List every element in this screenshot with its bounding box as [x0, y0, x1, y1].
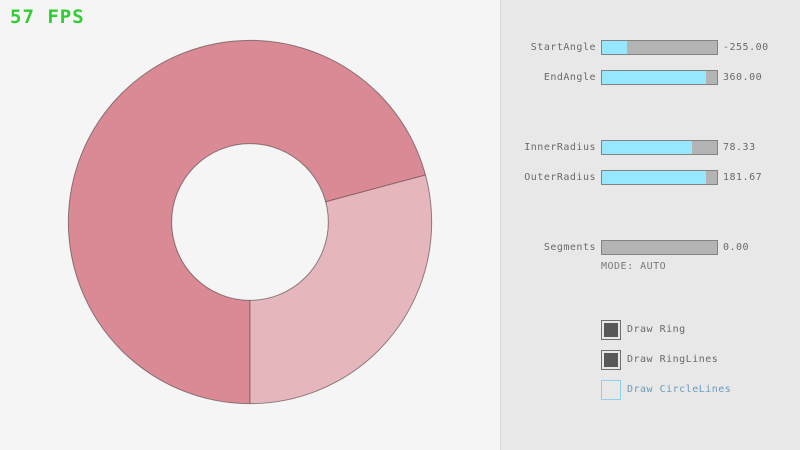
slider-endangle: EndAngle 360.00 — [501, 70, 800, 85]
slider-value: 0.00 — [723, 242, 750, 253]
checkbox-label: Draw Ring — [627, 324, 686, 335]
slider-outerradius: OuterRadius 181.67 — [501, 170, 800, 185]
slider-label: StartAngle — [530, 42, 596, 53]
slider-track[interactable] — [601, 140, 718, 155]
checkbox-icon[interactable] — [601, 350, 621, 370]
mode-label: MODE: AUTO — [601, 261, 667, 272]
slider-track[interactable] — [601, 40, 718, 55]
slider-label: Segments — [543, 242, 596, 253]
slider-fill — [602, 41, 627, 54]
slider-segments: Segments 0.00 — [501, 240, 800, 255]
checkbox-draw-ringlines: Draw RingLines — [601, 350, 800, 370]
slider-innerradius: InnerRadius 78.33 — [501, 140, 800, 155]
slider-track[interactable] — [601, 170, 718, 185]
fps-counter: 57 FPS — [10, 6, 85, 28]
checkbox-label: Draw RingLines — [627, 354, 719, 365]
slider-label: OuterRadius — [524, 172, 596, 183]
ring-lines — [67, 39, 433, 405]
settings-panel: StartAngle -255.00 EndAngle 360.00 Inner… — [500, 0, 800, 450]
slider-value: 360.00 — [723, 72, 763, 83]
start-angle-line — [325, 174, 426, 203]
slider-track[interactable] — [601, 70, 718, 85]
slider-label: InnerRadius — [524, 142, 596, 153]
ring-chart — [67, 39, 433, 405]
slider-value: -255.00 — [723, 42, 769, 53]
checkbox-draw-circlelines: Draw CircleLines — [601, 380, 800, 400]
slider-track[interactable] — [601, 240, 718, 255]
slider-value: 78.33 — [723, 142, 756, 153]
outer-circle-line — [67, 39, 433, 405]
slider-fill — [602, 171, 707, 184]
slider-fill — [602, 71, 706, 84]
slider-startangle: StartAngle -255.00 — [501, 40, 800, 55]
checkbox-icon[interactable] — [601, 320, 621, 340]
slider-label: EndAngle — [543, 72, 596, 83]
checkbox-icon[interactable] — [601, 380, 621, 400]
ring-single-region — [250, 174, 432, 404]
inner-circle-line — [171, 143, 329, 301]
checkbox-draw-ring: Draw Ring — [601, 320, 800, 340]
slider-value: 181.67 — [723, 172, 763, 183]
slider-fill — [602, 141, 693, 154]
checkbox-label: Draw CircleLines — [627, 384, 732, 395]
